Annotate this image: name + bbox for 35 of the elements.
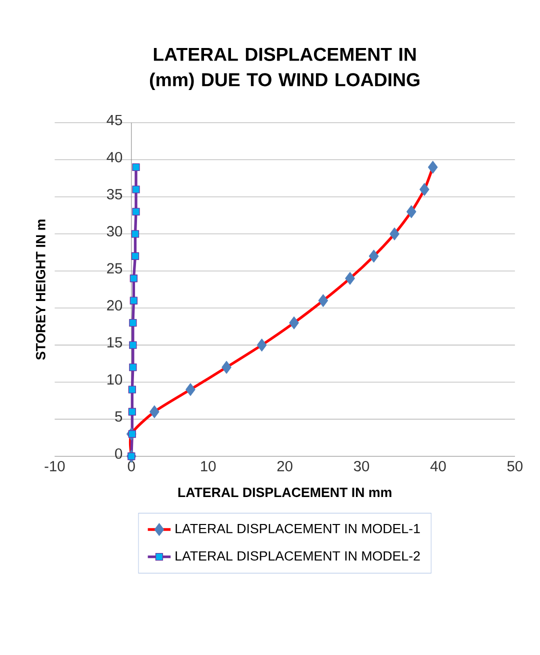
chart-title: LATERAL DISPLACEMENT IN (mm) DUE TO WIND LOADING	[150, 48, 420, 90]
point	[128, 363, 137, 372]
y-tick-label: 15	[107, 337, 122, 348]
point	[130, 274, 138, 282]
x-tick-label: 0	[128, 460, 135, 472]
x-tick-label: 20	[277, 460, 292, 472]
x-tick-label: 10	[200, 460, 216, 472]
y-tick-label: 20	[106, 300, 122, 311]
point	[132, 163, 140, 172]
point	[128, 408, 136, 416]
y-tick-label: 30	[106, 226, 122, 236]
x-axis-title: LATERAL DISPLACEMENT IN mm	[178, 488, 392, 498]
point	[131, 230, 139, 238]
x-tick-label: 40	[430, 460, 446, 472]
point	[128, 319, 137, 327]
y-tick-label: 45	[106, 114, 122, 126]
point	[131, 252, 139, 260]
y-tick-label: 40	[106, 152, 122, 162]
point	[128, 386, 136, 394]
legend-label: LATERAL DISPLACEMENT IN MODEL-1	[176, 524, 420, 534]
y-tick-label: 5	[114, 411, 122, 422]
x-tick-label: 50	[507, 460, 522, 472]
point	[130, 296, 138, 304]
y-tick-label: 25	[106, 263, 122, 274]
x-tick-label: -10	[44, 460, 65, 472]
point	[128, 341, 137, 349]
y-axis-title: STOREY HEIGHT IN m	[36, 220, 46, 360]
point	[132, 208, 140, 216]
point	[128, 430, 136, 438]
legend-label: LATERAL DISPLACEMENT IN MODEL-2	[176, 551, 420, 561]
point	[127, 452, 136, 460]
y-tick-label: 35	[106, 189, 122, 200]
x-tick-label: 30	[354, 460, 369, 472]
y-tick-label: 10	[107, 374, 122, 385]
point	[132, 186, 140, 194]
